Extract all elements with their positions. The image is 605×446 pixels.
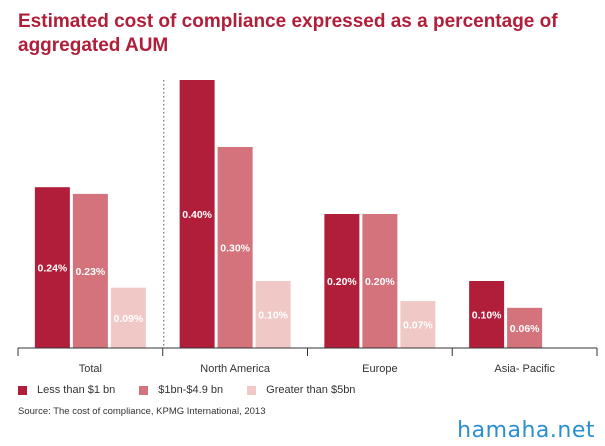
bar [217,147,253,348]
bar-data-label: 0.10% [258,310,288,322]
legend-label: Less than $1 bn [37,384,116,396]
bar-data-label: 0.09% [113,313,143,325]
bar [469,281,505,348]
bar-data-label: 0.20% [365,276,395,288]
legend-label: $1bn-$4.9 bn [158,384,224,396]
legend-swatch [18,385,27,395]
bar [507,307,543,348]
bar [400,301,436,348]
bar-data-label: 0.40% [182,209,212,221]
bar-data-label: 0.06% [510,323,540,335]
source-note: Source: The cost of compliance, KPMG Int… [18,406,266,417]
category-group: 0.20% 0.20% 0.07% Europe [324,214,436,375]
category-label: North America [200,363,271,375]
category-label: Total [79,363,102,375]
legend-item: Less than $1 bn [18,384,115,396]
bar [110,287,146,348]
category-label: Asia- Pacific [494,363,555,375]
legend-item: $1bn-$4.9 bn [139,384,223,396]
bar [72,193,108,348]
category-group: 0.40% 0.30% 0.10% North America [179,80,291,375]
bar-data-label: 0.23% [75,266,105,278]
legend-swatch [247,385,257,395]
category-group: 0.10% 0.06% Asia- Pacific [469,281,555,375]
bar-chart: 0.24% 0.23% 0.09% Total 0.40% 0.30% 0.10% North… [17,80,598,375]
bar-data-label: 0.10% [472,310,502,322]
bar-data-label: 0.07% [403,320,433,332]
watermark: hamaha.net [457,418,595,443]
bar [34,187,70,348]
bar [362,214,398,348]
category-group: 0.24% 0.23% 0.09% Total [34,187,146,375]
bar [324,214,360,348]
category-label: Europe [362,363,397,375]
legend-label: Greater than $5bn [266,384,356,396]
bar [179,80,215,348]
bar-data-label: 0.24% [37,263,67,275]
legend-swatch [139,385,149,395]
chart-title: Estimated cost of compliance expressed a… [18,11,558,56]
bar [255,281,291,348]
bar-data-label: 0.20% [327,276,357,288]
bar-data-label: 0.30% [220,243,250,255]
legend-item: Greater than $5bn [247,384,355,396]
legend: Less than $1 bn $1bn-$4.9 bn Greater than … [18,384,355,396]
